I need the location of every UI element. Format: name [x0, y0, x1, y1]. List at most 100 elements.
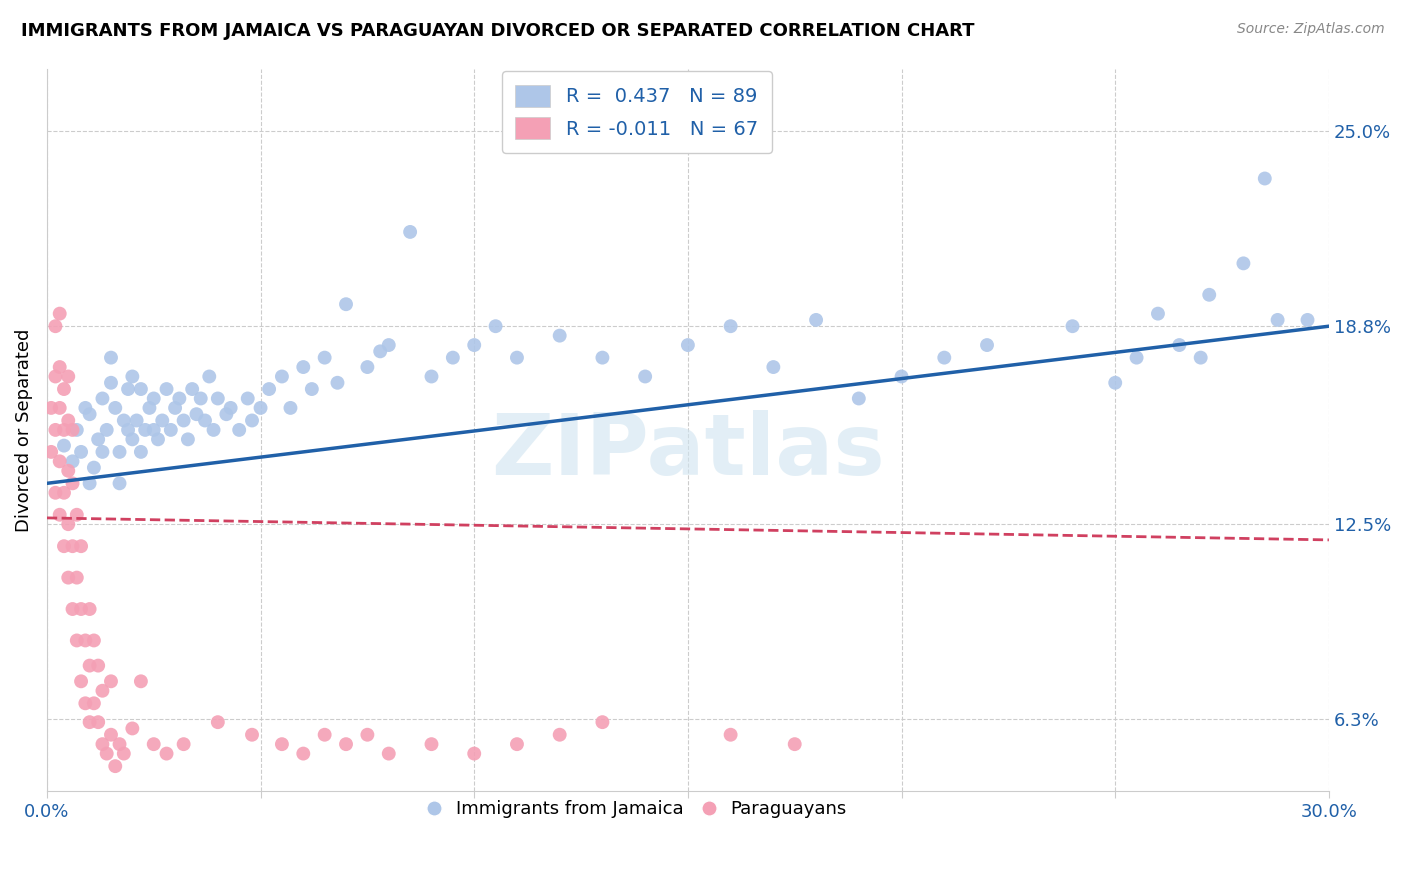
Point	[249, 401, 271, 415]
Point	[1104, 376, 1126, 390]
Point	[634, 369, 657, 384]
Point	[66, 633, 89, 648]
Point	[420, 369, 443, 384]
Point	[292, 747, 315, 761]
Point	[356, 728, 378, 742]
Point	[112, 413, 135, 427]
Point	[420, 737, 443, 751]
Point	[146, 433, 169, 447]
Point	[87, 433, 110, 447]
Point	[104, 759, 127, 773]
Point	[96, 747, 118, 761]
Point	[720, 319, 742, 334]
Point	[121, 369, 143, 384]
Point	[194, 413, 217, 427]
Point	[848, 392, 870, 406]
Point	[129, 674, 152, 689]
Point	[441, 351, 464, 365]
Point	[79, 658, 101, 673]
Point	[173, 737, 195, 751]
Point	[121, 722, 143, 736]
Point	[1168, 338, 1191, 352]
Point	[117, 382, 139, 396]
Point	[399, 225, 422, 239]
Point	[44, 319, 66, 334]
Point	[70, 539, 93, 553]
Point	[463, 747, 485, 761]
Point	[58, 571, 80, 585]
Point	[762, 360, 785, 375]
Point	[112, 747, 135, 761]
Point	[53, 439, 76, 453]
Point	[83, 633, 105, 648]
Point	[75, 696, 97, 710]
Legend: Immigrants from Jamaica, Paraguayans: Immigrants from Jamaica, Paraguayans	[419, 793, 853, 826]
Text: IMMIGRANTS FROM JAMAICA VS PARAGUAYAN DIVORCED OR SEPARATED CORRELATION CHART: IMMIGRANTS FROM JAMAICA VS PARAGUAYAN DI…	[21, 22, 974, 40]
Point	[70, 602, 93, 616]
Point	[301, 382, 323, 396]
Point	[976, 338, 998, 352]
Point	[48, 508, 70, 522]
Point	[66, 571, 89, 585]
Point	[39, 445, 62, 459]
Point	[48, 307, 70, 321]
Point	[117, 423, 139, 437]
Point	[44, 423, 66, 437]
Point	[335, 737, 357, 751]
Point	[91, 392, 114, 406]
Point	[548, 328, 571, 343]
Point	[62, 454, 84, 468]
Point	[58, 413, 80, 427]
Point	[314, 351, 336, 365]
Point	[377, 747, 399, 761]
Point	[129, 445, 152, 459]
Point	[66, 423, 89, 437]
Point	[934, 351, 956, 365]
Point	[39, 401, 62, 415]
Point	[271, 369, 294, 384]
Point	[257, 382, 280, 396]
Point	[1147, 307, 1170, 321]
Point	[79, 602, 101, 616]
Point	[202, 423, 225, 437]
Point	[53, 539, 76, 553]
Point	[83, 696, 105, 710]
Point	[676, 338, 699, 352]
Point	[591, 715, 613, 730]
Point	[134, 423, 156, 437]
Point	[159, 423, 181, 437]
Point	[44, 485, 66, 500]
Point	[138, 401, 160, 415]
Point	[335, 297, 357, 311]
Point	[79, 407, 101, 421]
Point	[181, 382, 204, 396]
Point	[326, 376, 349, 390]
Point	[240, 413, 263, 427]
Point	[83, 460, 105, 475]
Point	[228, 423, 250, 437]
Point	[314, 728, 336, 742]
Point	[591, 351, 613, 365]
Text: ZIPatlas: ZIPatlas	[491, 410, 884, 493]
Point	[1198, 287, 1220, 301]
Text: Source: ZipAtlas.com: Source: ZipAtlas.com	[1237, 22, 1385, 37]
Point	[720, 728, 742, 742]
Point	[48, 454, 70, 468]
Point	[240, 728, 263, 742]
Point	[70, 674, 93, 689]
Point	[129, 382, 152, 396]
Point	[75, 633, 97, 648]
Point	[96, 423, 118, 437]
Point	[173, 413, 195, 427]
Point	[91, 683, 114, 698]
Point	[280, 401, 302, 415]
Point	[75, 401, 97, 415]
Point	[44, 369, 66, 384]
Point	[207, 715, 229, 730]
Point	[271, 737, 294, 751]
Point	[155, 747, 177, 761]
Point	[121, 433, 143, 447]
Point	[463, 338, 485, 352]
Point	[506, 737, 529, 751]
Point	[62, 602, 84, 616]
